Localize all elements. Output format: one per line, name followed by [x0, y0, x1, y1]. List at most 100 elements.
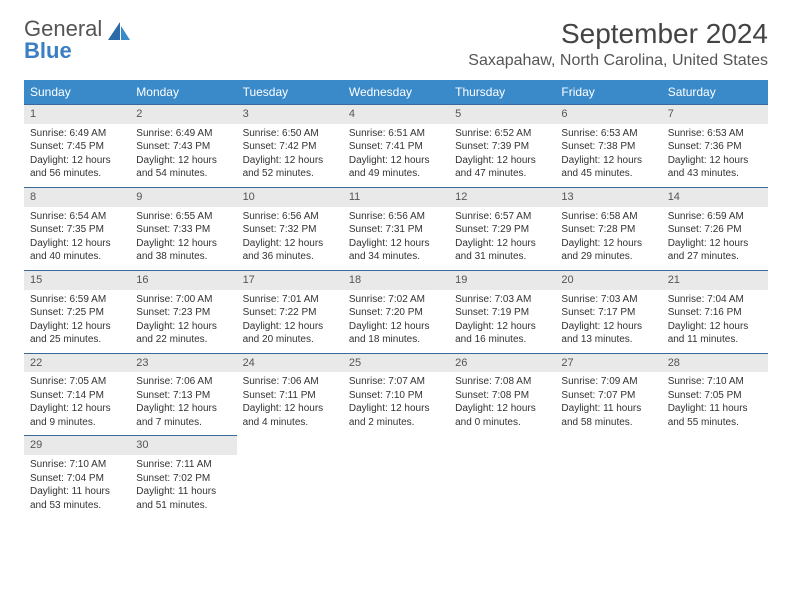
daylight-line: Daylight: 12 hours and 0 minutes.: [455, 402, 549, 429]
sunset-line: Sunset: 7:29 PM: [455, 223, 549, 237]
calendar-cell: 22Sunrise: 7:05 AMSunset: 7:14 PMDayligh…: [24, 353, 130, 436]
daylight-line: Daylight: 12 hours and 13 minutes.: [561, 320, 655, 347]
daylight-line: Daylight: 12 hours and 47 minutes.: [455, 154, 549, 181]
sunrise-line: Sunrise: 7:01 AM: [243, 293, 337, 307]
day-number: 8: [24, 188, 130, 207]
daylight-line: Daylight: 12 hours and 38 minutes.: [136, 237, 230, 264]
calendar-cell: 2 Sunrise: 6:49 AMSunset: 7:43 PMDaylight…: [130, 105, 236, 188]
sunrise-line: Sunrise: 7:03 AM: [561, 293, 655, 307]
sunset-line: Sunset: 7:28 PM: [561, 223, 655, 237]
sunrise-line: Sunrise: 6:52 AM: [455, 127, 549, 141]
sunrise-line: Sunrise: 6:49 AM: [136, 127, 230, 141]
calendar-cell: 3Sunrise: 6:50 AMSunset: 7:42 PMDaylight…: [237, 105, 343, 188]
day-body: Sunrise: 6:59 AMSunset: 7:25 PMDaylight:…: [24, 290, 130, 353]
calendar-cell: 18Sunrise: 7:02 AMSunset: 7:20 PMDayligh…: [343, 270, 449, 353]
day-number: 23: [130, 354, 236, 373]
sunrise-line: Sunrise: 6:58 AM: [561, 210, 655, 224]
sunrise-line: Sunrise: 7:10 AM: [668, 375, 762, 389]
daylight-line: Daylight: 12 hours and 7 minutes.: [136, 402, 230, 429]
day-number: 1: [24, 105, 130, 124]
daylight-line: Daylight: 11 hours and 55 minutes.: [668, 402, 762, 429]
daylight-line: Daylight: 12 hours and 56 minutes.: [30, 154, 124, 181]
daylight-line: Daylight: 12 hours and 25 minutes.: [30, 320, 124, 347]
logo-text: General Blue: [24, 18, 102, 62]
sunrise-line: Sunrise: 6:55 AM: [136, 210, 230, 224]
sunset-line: Sunset: 7:43 PM: [136, 140, 230, 154]
day-body: Sunrise: 6:56 AMSunset: 7:32 PMDaylight:…: [237, 207, 343, 270]
calendar-cell: 20Sunrise: 7:03 AMSunset: 7:17 PMDayligh…: [555, 270, 661, 353]
sunset-line: Sunset: 7:36 PM: [668, 140, 762, 154]
calendar-cell: 29Sunrise: 7:10 AMSunset: 7:04 PMDayligh…: [24, 436, 130, 518]
logo: General Blue: [24, 18, 132, 62]
day-number: 3: [237, 105, 343, 124]
day-body: Sunrise: 7:00 AMSunset: 7:23 PMDaylight:…: [130, 290, 236, 353]
calendar-cell: 30Sunrise: 7:11 AMSunset: 7:02 PMDayligh…: [130, 436, 236, 518]
calendar-cell: 21Sunrise: 7:04 AMSunset: 7:16 PMDayligh…: [662, 270, 768, 353]
sunrise-line: Sunrise: 7:02 AM: [349, 293, 443, 307]
day-number: 7: [662, 105, 768, 124]
sunset-line: Sunset: 7:38 PM: [561, 140, 655, 154]
sunrise-line: Sunrise: 6:57 AM: [455, 210, 549, 224]
weekday-header: Tuesday: [237, 80, 343, 105]
day-number: 16: [130, 271, 236, 290]
sunrise-line: Sunrise: 6:56 AM: [349, 210, 443, 224]
sunset-line: Sunset: 7:20 PM: [349, 306, 443, 320]
day-number: 26: [449, 354, 555, 373]
sunrise-line: Sunrise: 7:06 AM: [243, 375, 337, 389]
sunrise-line: Sunrise: 6:59 AM: [668, 210, 762, 224]
logo-text-2: Blue: [24, 38, 72, 63]
sunrise-line: Sunrise: 7:05 AM: [30, 375, 124, 389]
day-body: Sunrise: 6:49 AMSunset: 7:45 PMDaylight:…: [24, 124, 130, 187]
day-body: Sunrise: 7:10 AMSunset: 7:04 PMDaylight:…: [24, 455, 130, 518]
sunset-line: Sunset: 7:04 PM: [30, 472, 124, 486]
sunrise-line: Sunrise: 7:09 AM: [561, 375, 655, 389]
day-number: 18: [343, 271, 449, 290]
daylight-line: Daylight: 12 hours and 43 minutes.: [668, 154, 762, 181]
sunset-line: Sunset: 7:35 PM: [30, 223, 124, 237]
calendar-cell: 16Sunrise: 7:00 AMSunset: 7:23 PMDayligh…: [130, 270, 236, 353]
day-body: Sunrise: 7:08 AMSunset: 7:08 PMDaylight:…: [449, 372, 555, 435]
daylight-line: Daylight: 12 hours and 49 minutes.: [349, 154, 443, 181]
calendar-cell: [449, 436, 555, 518]
day-number: 19: [449, 271, 555, 290]
daylight-line: Daylight: 12 hours and 22 minutes.: [136, 320, 230, 347]
calendar-cell: 5 Sunrise: 6:52 AMSunset: 7:39 PMDaylight…: [449, 105, 555, 188]
day-body: Sunrise: 7:03 AMSunset: 7:19 PMDaylight:…: [449, 290, 555, 353]
sunrise-line: Sunrise: 6:53 AM: [668, 127, 762, 141]
day-body: Sunrise: 7:05 AMSunset: 7:14 PMDaylight:…: [24, 372, 130, 435]
daylight-line: Daylight: 12 hours and 54 minutes.: [136, 154, 230, 181]
sunset-line: Sunset: 7:08 PM: [455, 389, 549, 403]
day-number: 30: [130, 436, 236, 455]
weekday-header: Friday: [555, 80, 661, 105]
calendar-cell: 13Sunrise: 6:58 AMSunset: 7:28 PMDayligh…: [555, 187, 661, 270]
calendar-row: 22Sunrise: 7:05 AMSunset: 7:14 PMDayligh…: [24, 353, 768, 436]
calendar-cell: 15Sunrise: 6:59 AMSunset: 7:25 PMDayligh…: [24, 270, 130, 353]
sunset-line: Sunset: 7:39 PM: [455, 140, 549, 154]
day-number: 20: [555, 271, 661, 290]
sunrise-line: Sunrise: 6:51 AM: [349, 127, 443, 141]
day-number: 5: [449, 105, 555, 124]
calendar-cell: 23Sunrise: 7:06 AMSunset: 7:13 PMDayligh…: [130, 353, 236, 436]
day-number: 14: [662, 188, 768, 207]
sunset-line: Sunset: 7:42 PM: [243, 140, 337, 154]
calendar-cell: 14Sunrise: 6:59 AMSunset: 7:26 PMDayligh…: [662, 187, 768, 270]
daylight-line: Daylight: 12 hours and 2 minutes.: [349, 402, 443, 429]
calendar-cell: 8Sunrise: 6:54 AMSunset: 7:35 PMDaylight…: [24, 187, 130, 270]
day-body: Sunrise: 7:07 AMSunset: 7:10 PMDaylight:…: [343, 372, 449, 435]
daylight-line: Daylight: 12 hours and 20 minutes.: [243, 320, 337, 347]
day-number: 28: [662, 354, 768, 373]
day-body: Sunrise: 7:04 AMSunset: 7:16 PMDaylight:…: [662, 290, 768, 353]
sunrise-line: Sunrise: 6:56 AM: [243, 210, 337, 224]
day-number: 22: [24, 354, 130, 373]
sunset-line: Sunset: 7:41 PM: [349, 140, 443, 154]
day-body: Sunrise: 6:55 AMSunset: 7:33 PMDaylight:…: [130, 207, 236, 270]
sunset-line: Sunset: 7:13 PM: [136, 389, 230, 403]
day-number: 2: [130, 105, 236, 124]
calendar-cell: 25Sunrise: 7:07 AMSunset: 7:10 PMDayligh…: [343, 353, 449, 436]
day-body: Sunrise: 6:58 AMSunset: 7:28 PMDaylight:…: [555, 207, 661, 270]
calendar-cell: 6Sunrise: 6:53 AMSunset: 7:38 PMDaylight…: [555, 105, 661, 188]
day-number: 12: [449, 188, 555, 207]
daylight-line: Daylight: 12 hours and 34 minutes.: [349, 237, 443, 264]
sunset-line: Sunset: 7:32 PM: [243, 223, 337, 237]
daylight-line: Daylight: 12 hours and 40 minutes.: [30, 237, 124, 264]
